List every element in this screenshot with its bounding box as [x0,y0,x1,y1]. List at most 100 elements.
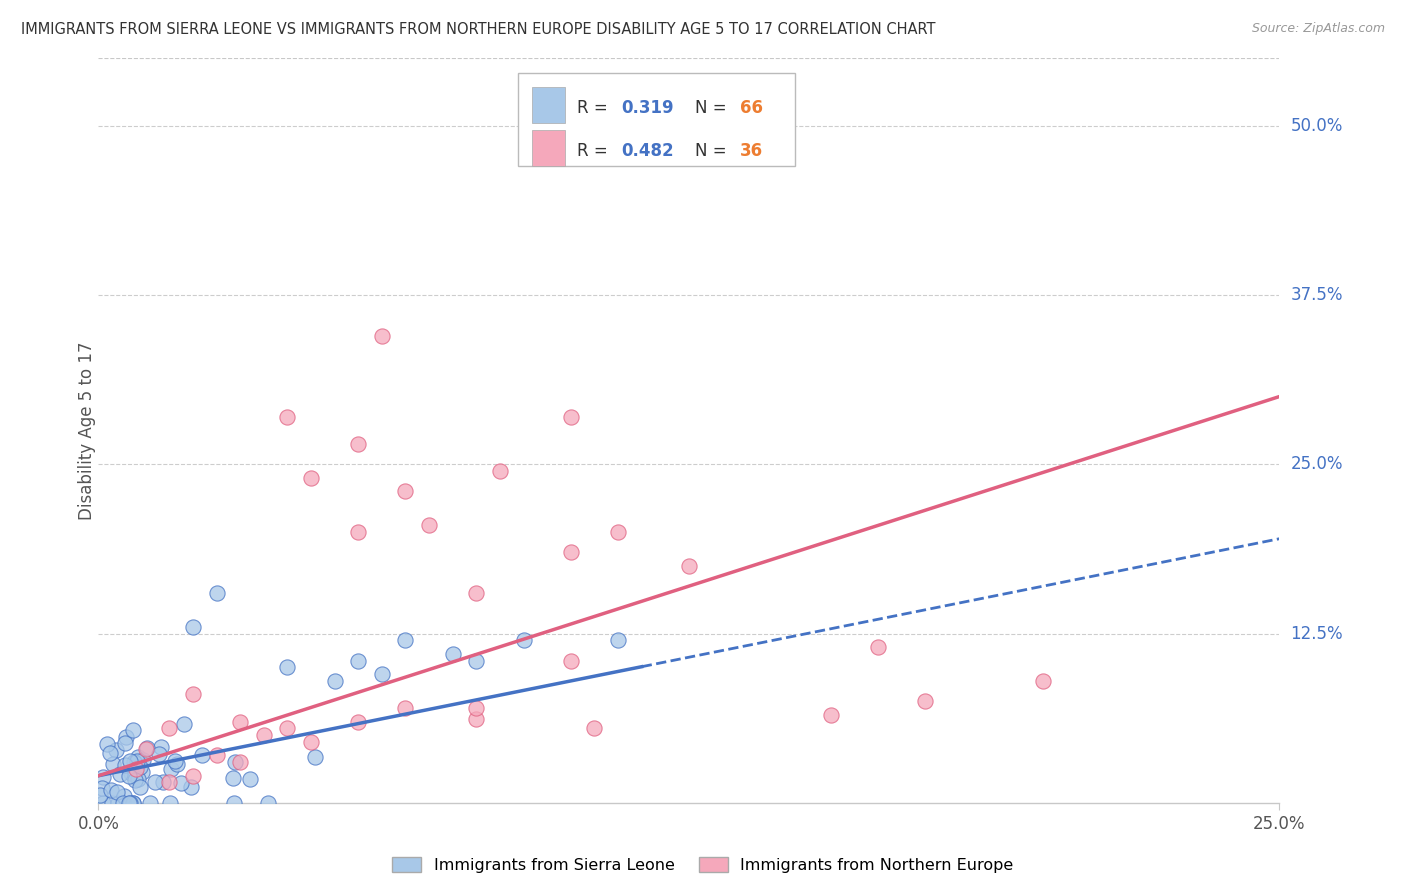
Point [181,688,204,702]
Point [229,714,252,729]
Point [157,721,180,735]
Point [163,754,186,768]
Point [489,464,512,478]
Point [114,731,136,745]
Text: 0.319: 0.319 [621,99,675,117]
Point [89,788,111,802]
Y-axis label: Disability Age 5 to 17: Disability Age 5 to 17 [79,341,96,520]
Legend: Immigrants from Sierra Leone, Immigrants from Northern Europe: Immigrants from Sierra Leone, Immigrants… [387,851,1019,880]
Point [276,660,298,674]
Text: 25.0%: 25.0% [1291,455,1343,474]
Point [347,524,370,539]
Point [229,755,252,769]
Point [560,545,582,559]
Point [135,741,157,756]
Point [866,640,889,654]
Point [157,775,180,789]
Point [702,112,724,126]
Point [173,717,195,731]
Point [118,796,141,810]
Point [465,586,488,600]
Point [394,701,416,715]
Text: 37.5%: 37.5% [1291,286,1343,304]
Point [166,756,188,771]
Point [276,409,298,424]
Point [131,765,153,780]
Point [394,484,416,499]
Point [222,771,245,785]
Point [148,747,170,761]
Point [304,749,326,764]
Point [347,654,370,668]
Point [607,524,630,539]
Point [132,753,155,767]
Point [125,762,148,776]
Point [465,654,488,668]
Point [1032,673,1054,688]
Point [122,755,145,769]
Point [135,740,157,755]
Point [239,772,262,787]
Point [98,746,121,760]
Point [127,749,149,764]
Point [120,766,142,780]
Point [114,736,136,750]
Text: R =: R = [576,142,613,160]
Point [112,789,135,804]
Point [276,721,298,735]
Point [914,694,936,708]
Point [127,772,149,786]
Point [181,769,204,783]
Point [560,409,582,424]
Point [108,767,131,781]
Point [122,796,145,810]
Point [118,754,141,768]
Point [441,647,464,661]
Text: 66: 66 [740,99,762,117]
Text: N =: N = [695,142,731,160]
Point [820,707,842,722]
Point [121,796,143,810]
Point [299,471,322,485]
Point [124,772,146,787]
Text: IMMIGRANTS FROM SIERRA LEONE VS IMMIGRANTS FROM NORTHERN EUROPE DISABILITY AGE 5: IMMIGRANTS FROM SIERRA LEONE VS IMMIGRAN… [21,22,935,37]
FancyBboxPatch shape [517,73,796,166]
Point [583,721,606,735]
Text: 36: 36 [740,142,763,160]
Point [323,673,346,688]
Point [96,737,118,751]
Point [224,796,246,810]
Point [678,558,700,573]
Point [112,796,135,810]
Point [257,796,280,810]
Point [170,776,193,790]
Point [125,754,148,768]
Point [347,437,370,451]
Point [129,760,152,774]
Point [465,701,488,715]
Point [114,757,136,772]
Point [190,748,212,763]
Point [253,728,276,742]
Point [145,775,167,789]
Text: 12.5%: 12.5% [1291,624,1343,642]
Point [118,796,141,810]
Point [224,755,246,769]
Point [152,775,174,789]
Point [103,756,125,771]
Point [371,328,394,343]
Point [180,780,202,794]
Text: N =: N = [695,99,731,117]
Point [91,796,114,810]
Point [150,740,173,755]
Point [512,633,534,648]
Point [101,796,124,810]
Point [371,667,394,681]
Point [117,769,139,783]
Text: Source: ZipAtlas.com: Source: ZipAtlas.com [1251,22,1385,36]
Point [181,620,204,634]
Point [159,796,181,810]
Text: 50.0%: 50.0% [1291,117,1343,135]
Point [107,796,129,810]
Point [465,712,488,726]
